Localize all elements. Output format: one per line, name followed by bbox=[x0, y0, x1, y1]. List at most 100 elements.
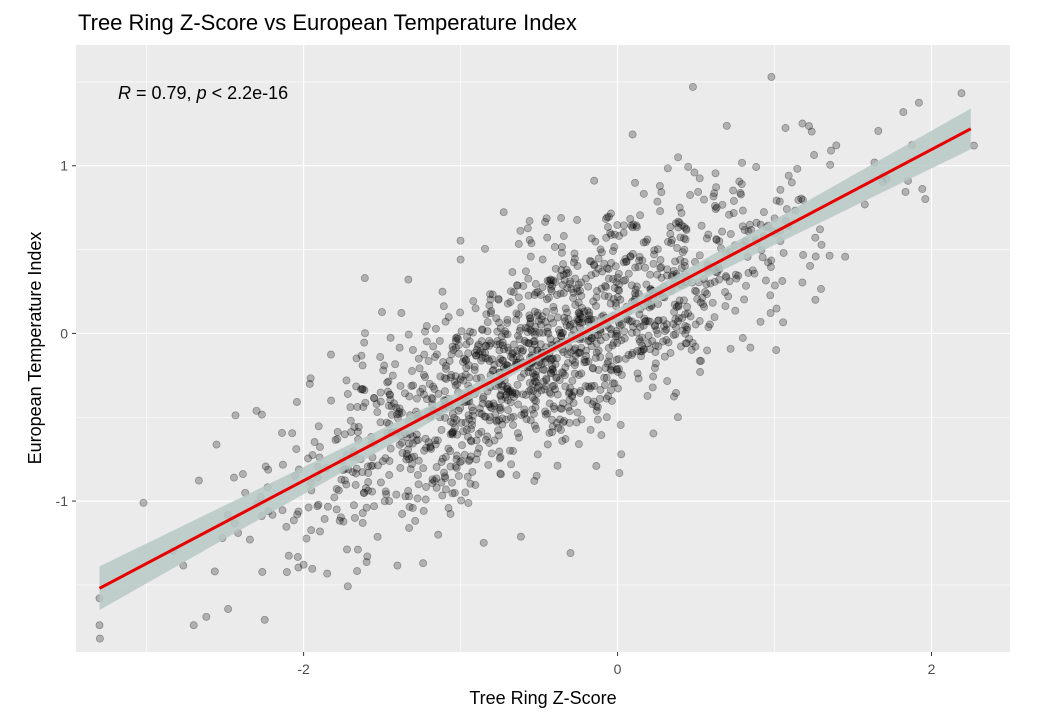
data-point bbox=[490, 402, 499, 411]
data-point bbox=[670, 308, 679, 316]
data-point bbox=[533, 389, 542, 398]
data-point bbox=[617, 450, 626, 459]
data-point bbox=[386, 444, 395, 453]
data-point bbox=[621, 255, 630, 263]
data-point bbox=[695, 317, 704, 325]
data-point bbox=[508, 350, 517, 359]
data-point bbox=[451, 372, 460, 381]
data-point bbox=[715, 237, 724, 246]
data-point bbox=[662, 336, 671, 344]
data-point bbox=[470, 362, 479, 371]
data-point bbox=[551, 264, 560, 273]
data-point bbox=[514, 400, 523, 409]
data-point bbox=[602, 394, 611, 403]
data-point bbox=[370, 394, 379, 403]
data-point bbox=[652, 326, 661, 335]
data-point bbox=[576, 286, 584, 295]
data-point bbox=[770, 281, 779, 290]
data-point bbox=[784, 171, 793, 180]
data-point bbox=[651, 348, 660, 357]
data-point bbox=[383, 387, 392, 396]
data-point bbox=[564, 268, 573, 277]
data-point bbox=[520, 408, 529, 417]
data-point bbox=[465, 455, 474, 464]
data-point bbox=[629, 322, 638, 331]
data-point bbox=[574, 309, 583, 318]
data-point bbox=[827, 146, 835, 155]
data-point bbox=[467, 403, 476, 412]
data-point bbox=[496, 324, 505, 333]
data-point bbox=[566, 320, 575, 329]
data-point bbox=[559, 270, 568, 279]
data-point bbox=[496, 403, 505, 412]
data-point bbox=[575, 315, 584, 324]
data-point bbox=[454, 349, 463, 358]
data-point bbox=[316, 527, 324, 536]
data-point bbox=[459, 427, 468, 436]
data-point bbox=[612, 355, 621, 364]
data-point bbox=[495, 416, 503, 425]
data-point bbox=[278, 428, 286, 437]
data-point bbox=[759, 208, 768, 217]
data-point bbox=[624, 269, 633, 278]
data-point bbox=[293, 510, 302, 519]
data-point bbox=[437, 458, 446, 466]
data-point bbox=[605, 352, 614, 361]
data-point bbox=[292, 398, 301, 406]
data-point bbox=[364, 478, 373, 487]
data-point bbox=[516, 373, 525, 382]
data-point bbox=[546, 389, 555, 398]
data-point bbox=[305, 379, 314, 388]
data-point bbox=[370, 502, 379, 511]
data-point bbox=[673, 244, 682, 252]
data-point bbox=[636, 323, 645, 331]
data-point bbox=[680, 262, 689, 270]
data-point bbox=[752, 218, 761, 227]
data-point bbox=[337, 475, 346, 484]
data-point bbox=[357, 385, 365, 394]
data-point bbox=[726, 344, 735, 353]
data-point bbox=[380, 497, 389, 506]
data-point bbox=[546, 314, 555, 323]
data-point bbox=[506, 298, 515, 306]
data-point bbox=[495, 318, 504, 327]
data-point bbox=[432, 350, 441, 359]
data-point bbox=[509, 421, 517, 429]
data-point bbox=[451, 423, 459, 432]
data-point bbox=[481, 244, 489, 253]
data-point bbox=[537, 320, 545, 329]
data-point bbox=[569, 258, 578, 267]
data-point bbox=[600, 373, 609, 382]
data-point bbox=[738, 158, 746, 167]
data-point bbox=[587, 257, 595, 266]
data-point bbox=[481, 341, 490, 350]
data-point bbox=[561, 435, 570, 443]
data-point bbox=[339, 517, 348, 526]
data-point bbox=[526, 252, 535, 261]
data-point bbox=[408, 460, 416, 469]
data-point bbox=[575, 389, 584, 397]
data-point bbox=[548, 422, 557, 431]
data-point bbox=[342, 376, 351, 385]
data-point bbox=[564, 403, 573, 412]
data-point bbox=[397, 309, 406, 317]
data-point bbox=[421, 327, 429, 336]
data-point bbox=[396, 381, 405, 390]
data-point bbox=[395, 407, 404, 416]
data-point bbox=[483, 354, 492, 363]
data-point bbox=[521, 267, 530, 276]
data-point bbox=[798, 119, 807, 128]
data-point bbox=[619, 276, 628, 285]
data-point bbox=[610, 379, 619, 388]
data-point bbox=[626, 252, 635, 261]
data-point bbox=[697, 357, 705, 365]
data-point bbox=[583, 315, 592, 324]
data-point bbox=[592, 348, 601, 357]
data-point bbox=[539, 377, 548, 386]
data-point bbox=[359, 488, 368, 497]
data-point bbox=[372, 400, 381, 409]
data-point bbox=[402, 455, 411, 464]
data-point bbox=[543, 233, 552, 242]
data-point bbox=[497, 386, 506, 395]
data-point bbox=[392, 403, 401, 412]
